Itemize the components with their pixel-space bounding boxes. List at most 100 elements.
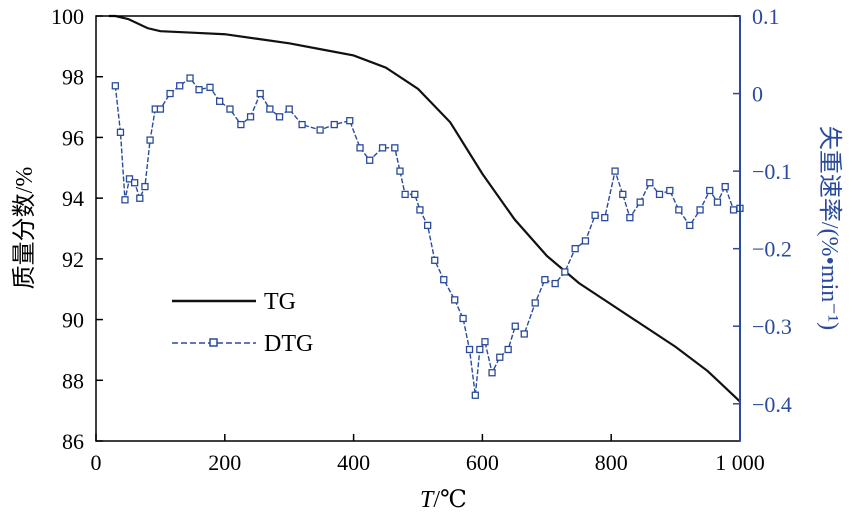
dtg-point bbox=[378, 144, 387, 152]
dtg-point bbox=[686, 221, 694, 230]
dtg-point bbox=[156, 105, 165, 113]
dtg-point bbox=[275, 113, 284, 121]
x-tick-label: 200 bbox=[208, 450, 241, 475]
dtg-point bbox=[226, 105, 234, 113]
dtg-point bbox=[481, 338, 489, 346]
dtg-point bbox=[636, 198, 644, 206]
y2-tick-label: −0.4 bbox=[752, 392, 792, 417]
dtg-point bbox=[176, 82, 184, 90]
dtg-point bbox=[316, 126, 324, 134]
dtg-point bbox=[166, 89, 174, 98]
dtg-point bbox=[246, 113, 255, 121]
dtg-point bbox=[496, 353, 504, 361]
dtg-point bbox=[551, 279, 559, 288]
dtg-point bbox=[666, 186, 674, 195]
dtg-point bbox=[356, 144, 364, 152]
dtg-point bbox=[215, 97, 224, 105]
legend: TG DTG bbox=[172, 289, 313, 357]
dtg-series bbox=[111, 74, 744, 399]
y-axis-label: 质量分数/% bbox=[11, 167, 38, 290]
dtg-point bbox=[713, 198, 722, 206]
dtg-point bbox=[195, 86, 203, 94]
x-tick-label: 600 bbox=[466, 450, 499, 475]
dtg-point bbox=[511, 322, 519, 330]
dtg-point bbox=[346, 117, 354, 125]
dtg-point bbox=[121, 196, 129, 204]
dtg-point bbox=[571, 245, 579, 253]
dtg-point bbox=[601, 213, 609, 222]
y-tick-label: 98 bbox=[62, 65, 84, 90]
dtg-point bbox=[396, 167, 404, 175]
dtg-point bbox=[298, 120, 306, 129]
y2-tick-label: 0 bbox=[752, 82, 763, 107]
tg-series bbox=[108, 14, 741, 403]
dtg-point bbox=[411, 190, 419, 199]
dtg-point bbox=[561, 268, 569, 276]
dtg-point bbox=[401, 190, 409, 199]
dtg-point bbox=[136, 194, 144, 202]
dtg-point bbox=[675, 206, 683, 214]
dtg-point bbox=[655, 190, 664, 199]
dtg-point bbox=[721, 182, 729, 191]
dtg-point bbox=[256, 89, 264, 98]
dtg-point bbox=[626, 213, 634, 222]
dtg-point bbox=[465, 345, 474, 354]
dtg-point bbox=[488, 369, 496, 377]
dtg-point bbox=[619, 190, 627, 199]
y-tick-label: 94 bbox=[62, 186, 84, 211]
dtg-point bbox=[111, 82, 119, 90]
dtg-point bbox=[206, 83, 214, 92]
dtg-point bbox=[416, 206, 424, 214]
y-tick-label: 92 bbox=[62, 247, 84, 272]
y2-tick-label: −0.2 bbox=[752, 237, 792, 262]
tg-line bbox=[108, 14, 741, 403]
x-tick-label: 400 bbox=[337, 450, 370, 475]
y2-axis-label: 失重速率/(%•min⁻¹) bbox=[816, 126, 843, 330]
dtg-point bbox=[459, 314, 467, 323]
dtg-point bbox=[646, 179, 654, 187]
dtg-point bbox=[706, 186, 714, 195]
x-tick-label: 800 bbox=[595, 450, 628, 475]
dtg-point bbox=[424, 221, 432, 230]
x-axis-label: T/℃ bbox=[420, 487, 467, 513]
legend-dtg-marker bbox=[209, 338, 218, 347]
dtg-point bbox=[591, 211, 599, 219]
legend-tg-label: TG bbox=[264, 289, 296, 315]
dtg-point bbox=[366, 156, 374, 164]
y-tick-label: 96 bbox=[62, 125, 84, 150]
y-tick-label: 88 bbox=[62, 368, 84, 393]
dtg-point bbox=[391, 144, 399, 152]
dtg-point bbox=[581, 237, 590, 245]
legend-dtg-label: DTG bbox=[264, 331, 313, 357]
x-tick-label: 0 bbox=[91, 450, 102, 475]
dtg-line bbox=[114, 77, 741, 396]
dtg-point bbox=[130, 179, 139, 187]
dtg-point bbox=[471, 391, 479, 399]
dtg-point bbox=[285, 105, 293, 113]
y-tick-label: 90 bbox=[62, 308, 84, 333]
dtg-point bbox=[116, 128, 125, 136]
dtg-point bbox=[237, 120, 245, 129]
dtg-point bbox=[476, 345, 484, 354]
dtg-point bbox=[330, 120, 338, 129]
dtg-point bbox=[729, 206, 738, 214]
dtg-point bbox=[531, 299, 539, 307]
dtg-point bbox=[611, 167, 619, 175]
y2-tick-label: −0.3 bbox=[752, 314, 792, 339]
y2-tick-label: −0.1 bbox=[752, 159, 792, 184]
x-tick-label: 1 000 bbox=[715, 450, 765, 475]
dtg-point bbox=[504, 345, 512, 354]
dtg-point bbox=[451, 296, 459, 304]
dtg-point bbox=[266, 105, 274, 113]
dtg-point bbox=[520, 330, 528, 338]
dtg-point bbox=[431, 256, 439, 264]
dtg-point bbox=[146, 136, 154, 144]
dtg-point bbox=[186, 74, 194, 82]
y-tick-label: 100 bbox=[51, 4, 84, 29]
dtg-point bbox=[696, 206, 704, 214]
dtg-point bbox=[440, 276, 448, 284]
dtg-point bbox=[141, 182, 149, 191]
y-tick-label: 86 bbox=[62, 429, 84, 454]
